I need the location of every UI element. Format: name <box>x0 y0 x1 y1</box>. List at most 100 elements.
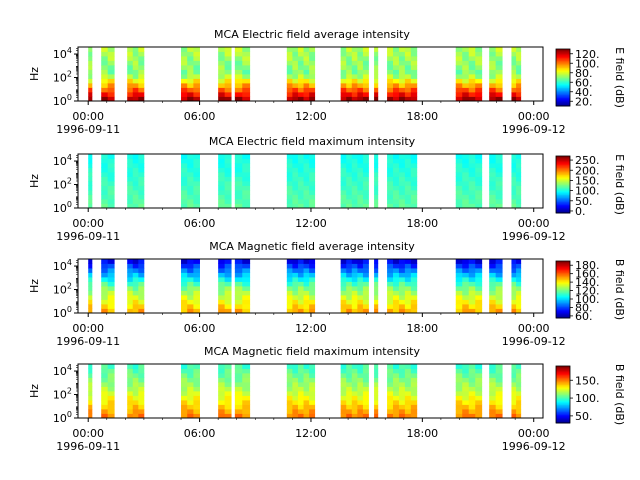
heatmap-cell <box>351 277 358 282</box>
heatmap-cell <box>187 308 194 314</box>
heatmap-cell <box>138 386 145 392</box>
heatmap-cell <box>387 167 394 173</box>
heatmap-cell <box>234 272 243 278</box>
heatmap-cell <box>511 382 517 387</box>
y-tick-label: 104 <box>53 258 72 273</box>
heatmap-cell <box>181 60 188 66</box>
heatmap-cell <box>455 263 463 269</box>
heatmap-cell <box>193 78 200 84</box>
heatmap-cell <box>297 92 304 97</box>
heatmap-cell <box>511 172 517 177</box>
heatmap-cell <box>495 368 503 374</box>
heatmap-cell <box>218 413 226 419</box>
heatmap-cell <box>234 409 243 414</box>
heatmap-cell <box>242 60 251 66</box>
heatmap-cell <box>127 176 134 182</box>
heatmap-cell <box>516 263 522 269</box>
heatmap-cell <box>398 194 406 200</box>
heatmap-cell <box>495 382 503 387</box>
heatmap-cell <box>138 56 145 61</box>
heatmap-cell <box>511 69 517 75</box>
heatmap-cell <box>292 290 299 296</box>
heatmap-cell <box>107 199 115 204</box>
y-tick-label: 102 <box>53 70 72 85</box>
heatmap-cell <box>468 304 476 309</box>
heatmap-cell <box>224 277 232 282</box>
heatmap-cell <box>101 56 109 61</box>
heatmap-cell <box>475 203 483 209</box>
heatmap-cell <box>297 56 304 61</box>
heatmap-cell <box>462 304 470 309</box>
heatmap-cell <box>101 74 109 79</box>
heatmap-cell <box>181 281 188 287</box>
x-date-label: 1996-09-11 <box>56 230 120 243</box>
heatmap-cell <box>455 87 463 93</box>
colorbar-cell <box>556 266 570 269</box>
heatmap-cell <box>455 295 463 300</box>
colorbar-cell <box>556 164 570 167</box>
heatmap-cell <box>393 373 400 378</box>
heatmap-cell <box>242 203 251 209</box>
heatmap-cell <box>351 364 358 369</box>
heatmap-cell <box>193 290 200 296</box>
colorbar-tick-label: 200. <box>575 164 600 177</box>
heatmap-cell <box>462 409 470 414</box>
heatmap-cell <box>218 382 226 387</box>
heatmap-cell <box>309 281 316 287</box>
heatmap-cell <box>218 69 226 75</box>
heatmap-cell <box>462 377 470 383</box>
colorbar-tick-label: 120. <box>575 285 600 298</box>
heatmap-cell <box>362 400 369 405</box>
heatmap-cell <box>340 391 347 396</box>
heatmap-cell <box>297 391 304 396</box>
heatmap-cell <box>292 382 299 387</box>
heatmap-cell <box>101 185 109 191</box>
heatmap-cell <box>127 194 134 200</box>
heatmap-cell <box>346 154 353 159</box>
heatmap-cell <box>516 259 522 264</box>
heatmap-cell <box>374 96 379 102</box>
heatmap-cell <box>224 203 232 209</box>
colorbar-cell <box>556 408 570 411</box>
heatmap-cell <box>218 400 226 405</box>
heatmap-cell <box>393 290 400 296</box>
heatmap-cell <box>309 382 316 387</box>
heatmap-cell <box>234 194 243 200</box>
heatmap-cell <box>193 263 200 269</box>
heatmap-cell <box>127 47 134 52</box>
heatmap-cell <box>242 308 251 314</box>
heatmap-cell <box>303 154 310 159</box>
heatmap-cell <box>351 404 358 410</box>
heatmap-cell <box>357 56 364 61</box>
heatmap-cell <box>393 87 400 93</box>
heatmap-cell <box>495 299 503 305</box>
heatmap-cell <box>181 69 188 75</box>
heatmap-cell <box>127 286 134 291</box>
heatmap-cell <box>286 69 293 75</box>
heatmap-cell <box>387 51 394 57</box>
heatmap-cell <box>107 185 115 191</box>
heatmap-cell <box>462 78 470 84</box>
heatmap-cell <box>286 299 293 305</box>
heatmap-cell <box>357 83 364 88</box>
heatmap-cell <box>101 203 109 209</box>
heatmap-cell <box>242 268 251 273</box>
heatmap-cell <box>242 299 251 305</box>
y-tick-label: 104 <box>53 153 72 168</box>
heatmap-cell <box>346 87 353 93</box>
heatmap-cell <box>242 413 251 419</box>
colorbar-cell <box>556 368 570 371</box>
heatmap-cell <box>107 87 115 93</box>
heatmap-cell <box>410 259 418 264</box>
heatmap-cell <box>224 409 232 414</box>
heatmap-cell <box>340 413 347 419</box>
heatmap-cell <box>362 65 369 70</box>
colorbar-cell <box>556 67 570 70</box>
heatmap-cell <box>88 404 93 410</box>
heatmap-cell <box>398 281 406 287</box>
heatmap-cell <box>351 56 358 61</box>
heatmap-cell <box>387 386 394 392</box>
heatmap-cell <box>101 364 109 369</box>
heatmap-cell <box>462 203 470 209</box>
heatmap-cell <box>475 272 483 278</box>
